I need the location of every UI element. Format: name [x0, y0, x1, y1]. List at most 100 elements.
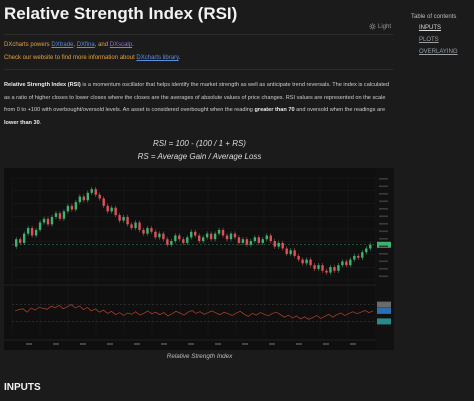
candle-body: [174, 235, 177, 242]
candle-body: [241, 239, 245, 243]
candle-body: [285, 248, 288, 255]
candle-body: [305, 259, 308, 264]
price-axis-tick: [379, 275, 388, 278]
candle-body: [42, 218, 46, 223]
time-axis-tick: [242, 343, 248, 345]
candle-body: [114, 207, 117, 216]
inputs-heading: INPUTS: [4, 382, 41, 393]
candle-body: [337, 265, 340, 271]
page-title: Relative Strength Index (RSI): [4, 4, 238, 23]
candle-body: [110, 207, 113, 212]
time-axis-tick: [350, 343, 356, 345]
sun-icon: [369, 23, 376, 30]
candle-body: [30, 228, 34, 236]
price-axis-tick: [379, 193, 388, 195]
time-axis-tick: [161, 343, 167, 345]
last-price-tag: [377, 241, 391, 248]
title-divider: [4, 34, 393, 35]
dxscalp-link[interactable]: DXscalp: [109, 42, 133, 48]
candle-body: [18, 239, 22, 243]
candle-body: [162, 233, 165, 240]
overbought-threshold: greater than 70: [254, 107, 295, 114]
candle-body: [186, 237, 189, 243]
candle-body: [205, 233, 209, 238]
candle-body: [86, 192, 89, 201]
candle-body: [122, 216, 125, 221]
toc-item-plots[interactable]: PLOTS: [419, 37, 439, 43]
time-axis-tick: [323, 343, 329, 345]
candle-body: [277, 242, 280, 247]
dxfina-link[interactable]: DXfina: [76, 42, 95, 48]
candle-body: [229, 233, 233, 240]
candle-body: [46, 218, 50, 225]
dxcharts-library-link[interactable]: DXcharts library: [136, 55, 179, 61]
candle-body: [50, 216, 54, 225]
rsi-chart: [4, 168, 394, 350]
candle-body: [369, 244, 372, 249]
description-text: is a momentum oscillator that helps iden…: [4, 82, 390, 114]
candle-body: [257, 237, 261, 243]
time-axis-tick: [188, 343, 194, 345]
candle-body: [15, 239, 18, 247]
candle-body: [237, 237, 241, 243]
candle-body: [197, 235, 201, 242]
candle-body: [353, 255, 356, 260]
candle-body: [209, 233, 213, 240]
library-prefix: Check our website to find more informati…: [4, 55, 137, 61]
price-axis-tick: [379, 223, 388, 225]
candle-body: [269, 235, 272, 242]
candle-body: [317, 265, 320, 269]
time-axis-tick: [134, 343, 140, 345]
candle-body: [54, 213, 58, 217]
candle-body: [321, 265, 324, 271]
price-axis-tick: [379, 185, 388, 188]
candle-body: [90, 189, 93, 193]
candle-body: [102, 198, 105, 206]
candle-body: [58, 213, 62, 219]
theme-toggle[interactable]: Light: [369, 23, 391, 30]
description-text: and oversold when the readings are: [294, 107, 386, 114]
price-axis-tick: [379, 215, 388, 218]
time-axis-tick: [26, 343, 32, 345]
candle-body: [182, 239, 185, 243]
candle-body: [78, 196, 82, 203]
candle-body: [34, 229, 38, 236]
candle-body: [273, 241, 276, 247]
price-axis-tick: [379, 208, 388, 210]
time-axis-tick: [215, 343, 221, 345]
candle-body: [289, 250, 292, 255]
oversold-threshold: lower than 30: [4, 120, 40, 127]
candle-body: [194, 231, 197, 236]
dxtrade-link[interactable]: DXtrade: [51, 42, 74, 48]
library-line: Check our website to find more informati…: [4, 55, 180, 61]
candle-body: [201, 237, 205, 242]
candle-body: [213, 233, 217, 240]
candle-body: [94, 189, 97, 195]
price-axis-tick: [379, 238, 388, 240]
price-axis-tick: [379, 178, 388, 180]
powers-prefix: DXcharts powers: [4, 42, 52, 48]
candle-body: [221, 229, 225, 236]
candle-body: [301, 259, 304, 264]
toc-item-inputs[interactable]: INPUTS: [419, 25, 442, 31]
rsi-line: [14, 304, 374, 320]
candle-body: [22, 233, 26, 243]
candle-body: [333, 267, 336, 271]
candle-body: [225, 235, 229, 240]
rsi-chart-image: [4, 168, 394, 350]
candle-body: [170, 241, 173, 245]
candle-body: [309, 259, 312, 266]
time-axis-tick: [107, 343, 113, 345]
toc-item-overlaying[interactable]: OVERLAYING: [419, 49, 458, 55]
oversold-tag: [377, 318, 391, 325]
price-axis-tick: [379, 200, 388, 203]
candle-body: [82, 196, 86, 201]
library-suffix: .: [178, 55, 181, 61]
candle-body: [357, 255, 360, 258]
candle-body: [325, 270, 328, 273]
section-divider: [4, 69, 393, 70]
rsi-value-tag: [377, 307, 391, 314]
candle-body: [142, 229, 145, 234]
price-axis-tick: [379, 245, 388, 248]
candle-body: [150, 228, 153, 232]
